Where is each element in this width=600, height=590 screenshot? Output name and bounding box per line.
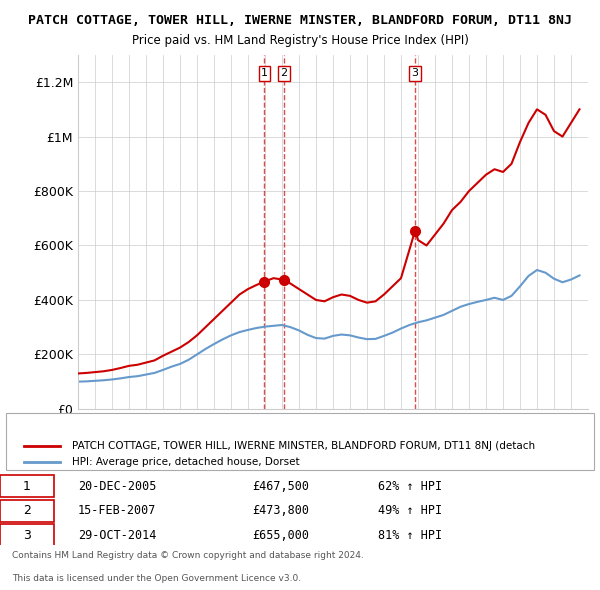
Text: 1: 1 [261, 68, 268, 78]
FancyBboxPatch shape [0, 500, 54, 522]
FancyBboxPatch shape [0, 524, 54, 546]
Text: This data is licensed under the Open Government Licence v3.0.: This data is licensed under the Open Gov… [12, 574, 301, 583]
Text: 15-FEB-2007: 15-FEB-2007 [78, 504, 157, 517]
Text: 29-OCT-2014: 29-OCT-2014 [78, 529, 157, 542]
Text: PATCH COTTAGE, TOWER HILL, IWERNE MINSTER, BLANDFORD FORUM, DT11 8NJ: PATCH COTTAGE, TOWER HILL, IWERNE MINSTE… [28, 14, 572, 27]
Text: 2: 2 [280, 68, 287, 78]
Text: 62% ↑ HPI: 62% ↑ HPI [378, 480, 442, 493]
Text: 1: 1 [23, 480, 31, 493]
Text: HPI: Average price, detached house, Dorset: HPI: Average price, detached house, Dors… [72, 457, 299, 467]
Text: PATCH COTTAGE, TOWER HILL, IWERNE MINSTER, BLANDFORD FORUM, DT11 8NJ (detach: PATCH COTTAGE, TOWER HILL, IWERNE MINSTE… [72, 441, 535, 451]
Text: £473,800: £473,800 [252, 504, 309, 517]
Text: 20-DEC-2005: 20-DEC-2005 [78, 480, 157, 493]
Text: 2: 2 [23, 504, 31, 517]
Text: Price paid vs. HM Land Registry's House Price Index (HPI): Price paid vs. HM Land Registry's House … [131, 34, 469, 47]
Text: £655,000: £655,000 [252, 529, 309, 542]
Text: 3: 3 [23, 529, 31, 542]
Text: £467,500: £467,500 [252, 480, 309, 493]
Text: 3: 3 [412, 68, 419, 78]
Text: 49% ↑ HPI: 49% ↑ HPI [378, 504, 442, 517]
Text: 81% ↑ HPI: 81% ↑ HPI [378, 529, 442, 542]
FancyBboxPatch shape [0, 476, 54, 497]
Text: Contains HM Land Registry data © Crown copyright and database right 2024.: Contains HM Land Registry data © Crown c… [12, 552, 364, 560]
